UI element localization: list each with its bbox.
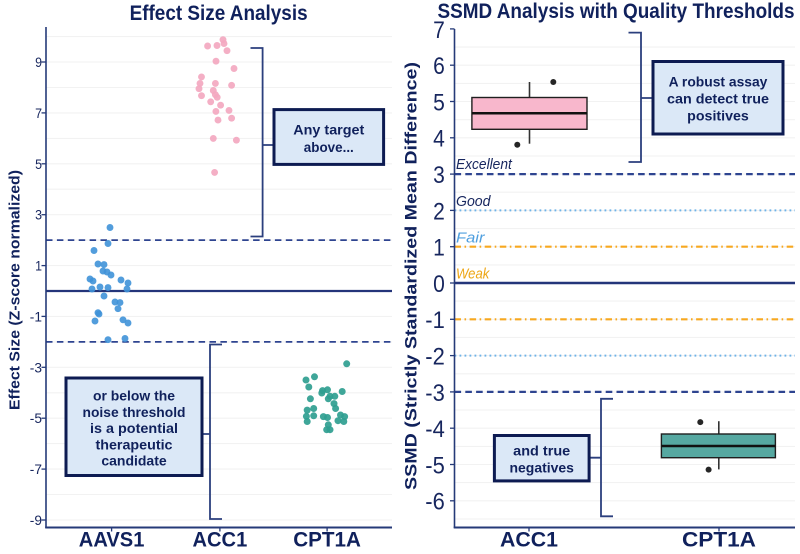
svg-text:4: 4 <box>433 126 445 153</box>
svg-text:-9: -9 <box>30 512 42 528</box>
svg-text:CPT1A: CPT1A <box>293 529 361 552</box>
svg-text:-1: -1 <box>425 307 445 334</box>
svg-text:positives: positives <box>687 108 749 124</box>
svg-text:7: 7 <box>35 105 42 121</box>
svg-text:-2: -2 <box>425 344 445 371</box>
svg-text:ACC1: ACC1 <box>500 529 558 552</box>
svg-text:1: 1 <box>433 235 445 262</box>
svg-text:Effect Size (Z-score normalize: Effect Size (Z-score normalized) <box>7 170 24 410</box>
svg-text:-7: -7 <box>30 461 42 477</box>
svg-text:A robust assay: A robust assay <box>669 74 768 90</box>
svg-text:5: 5 <box>35 156 42 172</box>
svg-text:7: 7 <box>433 17 445 44</box>
svg-text:Good: Good <box>456 193 491 210</box>
svg-text:or below the: or below the <box>93 388 175 404</box>
svg-text:1: 1 <box>35 258 42 274</box>
svg-text:-4: -4 <box>425 416 445 443</box>
svg-text:Effect Size Analysis: Effect Size Analysis <box>130 2 308 25</box>
svg-text:-5: -5 <box>30 410 42 426</box>
svg-text:CPT1A: CPT1A <box>682 529 756 552</box>
svg-text:therapeutic: therapeutic <box>96 436 173 452</box>
svg-text:noise threshold: noise threshold <box>83 404 186 420</box>
svg-text:Fair: Fair <box>456 230 486 247</box>
svg-text:-6: -6 <box>425 489 445 516</box>
svg-text:AAVS1: AAVS1 <box>79 529 145 552</box>
svg-text:above...: above... <box>304 139 354 155</box>
svg-text:-3: -3 <box>425 380 445 407</box>
svg-text:2: 2 <box>433 198 445 225</box>
svg-text:9: 9 <box>35 54 42 70</box>
svg-text:3: 3 <box>433 162 445 189</box>
svg-text:-3: -3 <box>30 359 42 375</box>
svg-text:6: 6 <box>433 53 445 80</box>
svg-text:negatives: negatives <box>510 460 575 476</box>
svg-text:ACC1: ACC1 <box>193 529 248 552</box>
svg-text:can detect true: can detect true <box>667 91 769 107</box>
svg-text:and true: and true <box>513 442 570 458</box>
svg-text:0: 0 <box>433 271 445 298</box>
svg-text:candidate: candidate <box>101 453 167 469</box>
svg-text:Excellent: Excellent <box>456 156 513 173</box>
svg-text:-1: -1 <box>30 308 42 324</box>
svg-text:SSMD Analysis with Quality Thr: SSMD Analysis with Quality Thresholds <box>438 0 795 23</box>
svg-text:Any target: Any target <box>293 122 364 138</box>
svg-text:3: 3 <box>35 207 42 223</box>
svg-text:Weak: Weak <box>456 266 491 283</box>
svg-text:SSMD (Strictly Standardized Me: SSMD (Strictly Standardized Mean Differe… <box>402 62 421 490</box>
svg-text:5: 5 <box>433 89 445 116</box>
svg-text:-5: -5 <box>425 452 445 479</box>
svg-text:is a potential: is a potential <box>90 420 178 436</box>
